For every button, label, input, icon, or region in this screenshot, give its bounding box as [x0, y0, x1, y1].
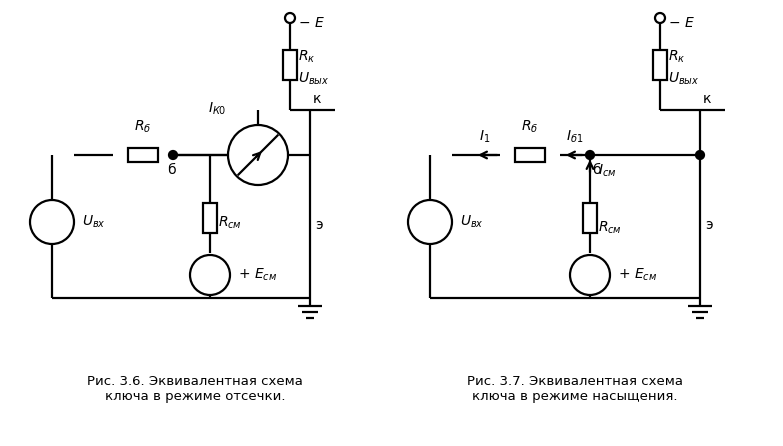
- FancyBboxPatch shape: [653, 50, 667, 80]
- Circle shape: [655, 13, 665, 23]
- Text: $I_{К0}$: $I_{К0}$: [207, 101, 226, 117]
- Circle shape: [169, 151, 177, 159]
- FancyBboxPatch shape: [128, 148, 158, 162]
- Text: б: б: [167, 163, 175, 177]
- Text: $I_{см}$: $I_{см}$: [598, 163, 616, 179]
- Text: $R_к$: $R_к$: [668, 49, 685, 65]
- Circle shape: [228, 125, 288, 185]
- FancyBboxPatch shape: [203, 203, 217, 233]
- Text: $R_к$: $R_к$: [298, 49, 316, 65]
- Text: $I_1$: $I_1$: [479, 128, 491, 145]
- FancyBboxPatch shape: [515, 148, 545, 162]
- Text: $+\ E_{см}$: $+\ E_{см}$: [618, 267, 657, 283]
- Circle shape: [586, 151, 594, 159]
- Text: $R_б$: $R_б$: [135, 119, 152, 135]
- Text: $R_б$: $R_б$: [521, 119, 539, 135]
- Text: э: э: [315, 218, 323, 232]
- Circle shape: [696, 151, 704, 159]
- Text: $U_{вх}$: $U_{вх}$: [82, 214, 106, 230]
- Text: $R_{см}$: $R_{см}$: [218, 215, 242, 231]
- Text: б: б: [592, 163, 601, 177]
- Circle shape: [408, 200, 452, 244]
- Text: Рис. 3.7. Эквивалентная схема
ключа в режиме насыщения.: Рис. 3.7. Эквивалентная схема ключа в ре…: [467, 375, 683, 403]
- Circle shape: [570, 255, 610, 295]
- Text: э: э: [705, 218, 713, 232]
- Text: $-\ E$: $-\ E$: [668, 16, 695, 30]
- Text: $I_{б1}$: $I_{б1}$: [566, 128, 583, 145]
- Text: $U_{вых}$: $U_{вых}$: [668, 71, 699, 87]
- Text: к: к: [313, 92, 322, 106]
- Circle shape: [190, 255, 230, 295]
- Text: $-\ E$: $-\ E$: [298, 16, 325, 30]
- Text: $U_{вых}$: $U_{вых}$: [298, 71, 330, 87]
- FancyBboxPatch shape: [283, 50, 297, 80]
- Circle shape: [30, 200, 74, 244]
- Text: $U_{вх}$: $U_{вх}$: [460, 214, 484, 230]
- Text: $R_{см}$: $R_{см}$: [598, 220, 622, 236]
- Text: $+\ E_{см}$: $+\ E_{см}$: [238, 267, 277, 283]
- Text: Рис. 3.6. Эквивалентная схема
ключа в режиме отсечки.: Рис. 3.6. Эквивалентная схема ключа в ре…: [87, 375, 303, 403]
- FancyBboxPatch shape: [583, 203, 597, 233]
- Circle shape: [285, 13, 295, 23]
- Text: к: к: [703, 92, 712, 106]
